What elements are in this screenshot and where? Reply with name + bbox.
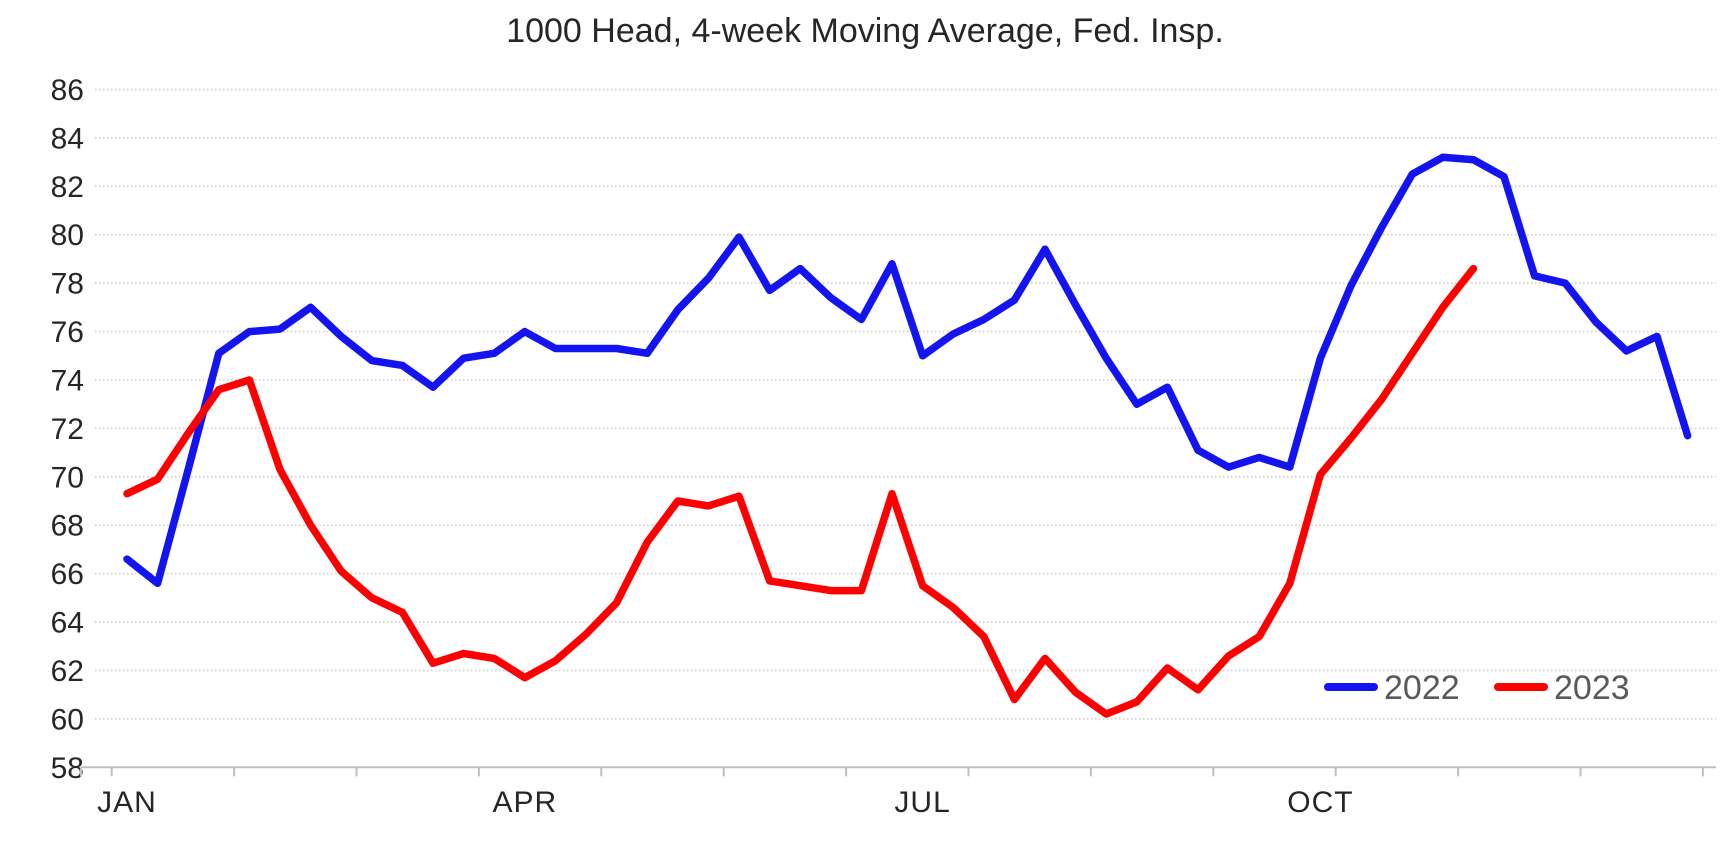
gridlines-group <box>95 88 1716 720</box>
series-2023-line <box>123 264 1478 718</box>
y-axis-label-80: 80 <box>51 219 84 252</box>
y-axis-label-82: 82 <box>51 171 84 204</box>
x-axis-label-JAN: JAN <box>97 786 157 819</box>
x-axis-labels-group: JAN APR JUL OCT <box>97 786 1353 819</box>
y-axis-label-86: 86 <box>51 74 84 107</box>
series-2022-line <box>123 153 1692 588</box>
x-axis-label-OCT: OCT <box>1287 786 1353 819</box>
y-axis-label-58: 58 <box>51 752 84 785</box>
y-axis-label-64: 64 <box>51 607 84 640</box>
legend-label-2023: 2023 <box>1554 669 1630 707</box>
y-axis-label-78: 78 <box>51 268 84 301</box>
y-axis-label-76: 76 <box>51 316 84 349</box>
y-axis-label-68: 68 <box>51 510 84 543</box>
x-axis-group <box>80 766 1716 777</box>
y-axis-labels-group: 58 60 62 64 66 68 70 72 74 76 78 80 82 84 86 <box>51 74 84 785</box>
legend: 2022 2023 <box>1324 669 1630 707</box>
y-axis-label-62: 62 <box>51 655 84 688</box>
chart-title: 1000 Head, 4-week Moving Average, Fed. I… <box>506 12 1224 50</box>
y-axis-label-84: 84 <box>51 122 84 155</box>
series-lines-group <box>123 153 1692 718</box>
x-axis-label-JUL: JUL <box>894 786 950 819</box>
y-axis-label-74: 74 <box>51 364 84 397</box>
y-axis-label-60: 60 <box>51 703 84 736</box>
x-axis-label-APR: APR <box>492 786 557 819</box>
y-axis-label-70: 70 <box>51 461 84 494</box>
legend-label-2022: 2022 <box>1384 669 1460 707</box>
y-axis-label-72: 72 <box>51 413 84 446</box>
y-axis-label-66: 66 <box>51 558 84 591</box>
